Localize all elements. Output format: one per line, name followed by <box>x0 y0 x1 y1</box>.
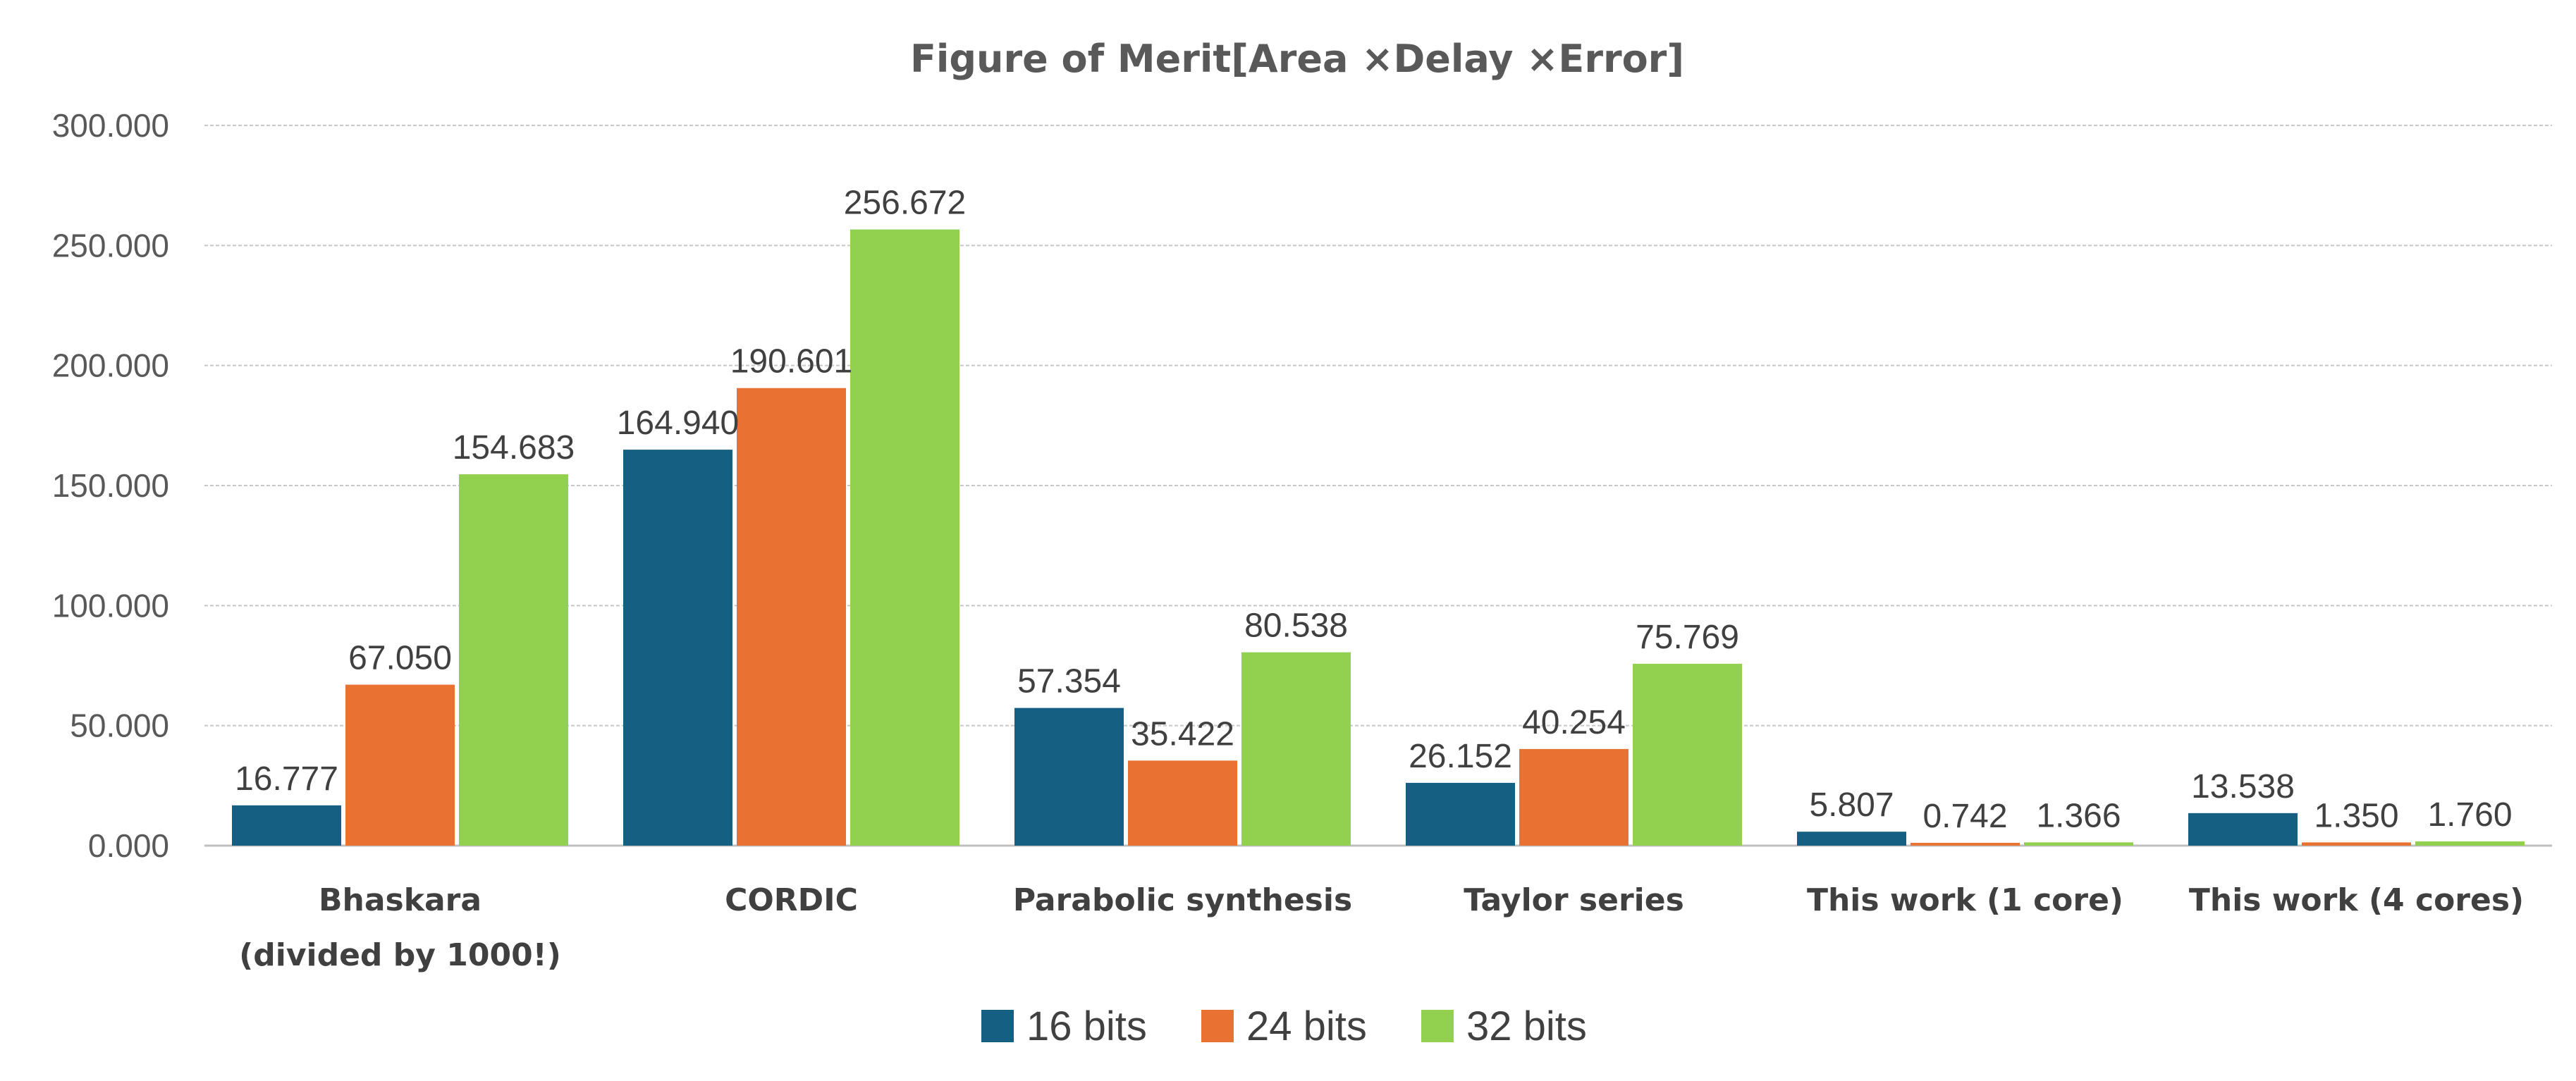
legend-swatch <box>1421 1010 1454 1042</box>
bar-32-bits-0 <box>459 474 568 846</box>
legend-item: 16 bits <box>981 1003 1147 1049</box>
bar-32-bits-5 <box>2415 841 2525 846</box>
x-category-label: Bhaskara <box>319 882 482 918</box>
x-category-label: Parabolic synthesis <box>1013 882 1352 918</box>
data-label: 35.422 <box>1131 715 1234 753</box>
data-label: 1.350 <box>2314 797 2398 834</box>
legend-swatch <box>1201 1010 1234 1042</box>
x-category-label: (divided by 1000!) <box>239 937 561 973</box>
bar-32-bits-1 <box>850 229 959 846</box>
bar-16-bits-4 <box>1797 832 1906 846</box>
data-label: 1.366 <box>2036 797 2121 834</box>
bar-24-bits-2 <box>1128 760 1237 846</box>
bar-24-bits-0 <box>345 684 455 846</box>
legend-swatch <box>981 1010 1014 1042</box>
legend-label: 24 bits <box>1246 1003 1367 1049</box>
legend-label: 32 bits <box>1466 1003 1587 1049</box>
bar-16-bits-2 <box>1014 708 1124 846</box>
y-tick-label: 100.000 <box>52 587 169 624</box>
y-tick-label: 250.000 <box>52 227 169 264</box>
bar-32-bits-3 <box>1633 663 1742 846</box>
data-label: 164.940 <box>617 404 740 442</box>
bar-16-bits-0 <box>232 805 341 846</box>
data-label: 16.777 <box>235 760 338 798</box>
y-axis-ticks: 0.000 50.000 100.000 150.000 200.000 250.000 3… <box>52 107 169 864</box>
data-label: 67.050 <box>348 640 452 677</box>
data-label: 190.601 <box>730 343 853 381</box>
data-label: 0.742 <box>1922 798 2007 835</box>
data-label: 80.538 <box>1244 607 1348 645</box>
x-category-label: This work (1 core) <box>1807 882 2123 918</box>
legend: 16 bits 24 bits 32 bits <box>981 1003 1587 1049</box>
x-category-label: This work (4 cores) <box>2189 882 2524 918</box>
bar-24-bits-3 <box>1519 748 1629 846</box>
chart-title: Figure of Merit[Area ×Delay ×Error] <box>910 37 1684 81</box>
data-label: 154.683 <box>453 429 575 467</box>
legend-item: 32 bits <box>1421 1003 1587 1049</box>
bar-16-bits-1 <box>623 450 732 846</box>
bar-16-bits-5 <box>2188 813 2298 846</box>
gridlines <box>204 125 2552 847</box>
y-tick-label: 50.000 <box>70 708 169 744</box>
bar-32-bits-4 <box>2024 842 2133 846</box>
data-label: 26.152 <box>1409 738 1512 775</box>
bar-32-bits-2 <box>1241 652 1351 846</box>
data-label: 40.254 <box>1522 704 1626 741</box>
data-label: 75.769 <box>1636 619 1739 656</box>
data-label: 1.760 <box>2427 796 2512 834</box>
data-label: 256.672 <box>844 185 967 222</box>
data-label: 5.807 <box>1809 786 1894 824</box>
data-label: 13.538 <box>2191 768 2295 805</box>
y-tick-label: 150.000 <box>52 467 169 504</box>
legend-label: 16 bits <box>1026 1003 1147 1049</box>
x-category-label: Taylor series <box>1464 882 1684 918</box>
x-axis-categories: Bhaskara (divided by 1000!) CORDIC Paraboli… <box>239 882 2524 973</box>
bar-24-bits-4 <box>1910 843 2020 846</box>
bars <box>232 229 2525 846</box>
data-labels: 16.777 67.050 154.683 164.940 190.601 256.672… <box>235 185 2512 835</box>
bar-24-bits-5 <box>2302 842 2411 846</box>
legend-item: 24 bits <box>1201 1003 1367 1049</box>
y-tick-label: 300.000 <box>52 107 169 144</box>
data-label: 57.354 <box>1017 663 1121 700</box>
bar-16-bits-3 <box>1406 782 1515 846</box>
x-category-label: CORDIC <box>725 882 858 918</box>
y-tick-label: 0.000 <box>88 827 169 864</box>
y-tick-label: 200.000 <box>52 347 169 384</box>
bar-24-bits-1 <box>737 388 846 846</box>
